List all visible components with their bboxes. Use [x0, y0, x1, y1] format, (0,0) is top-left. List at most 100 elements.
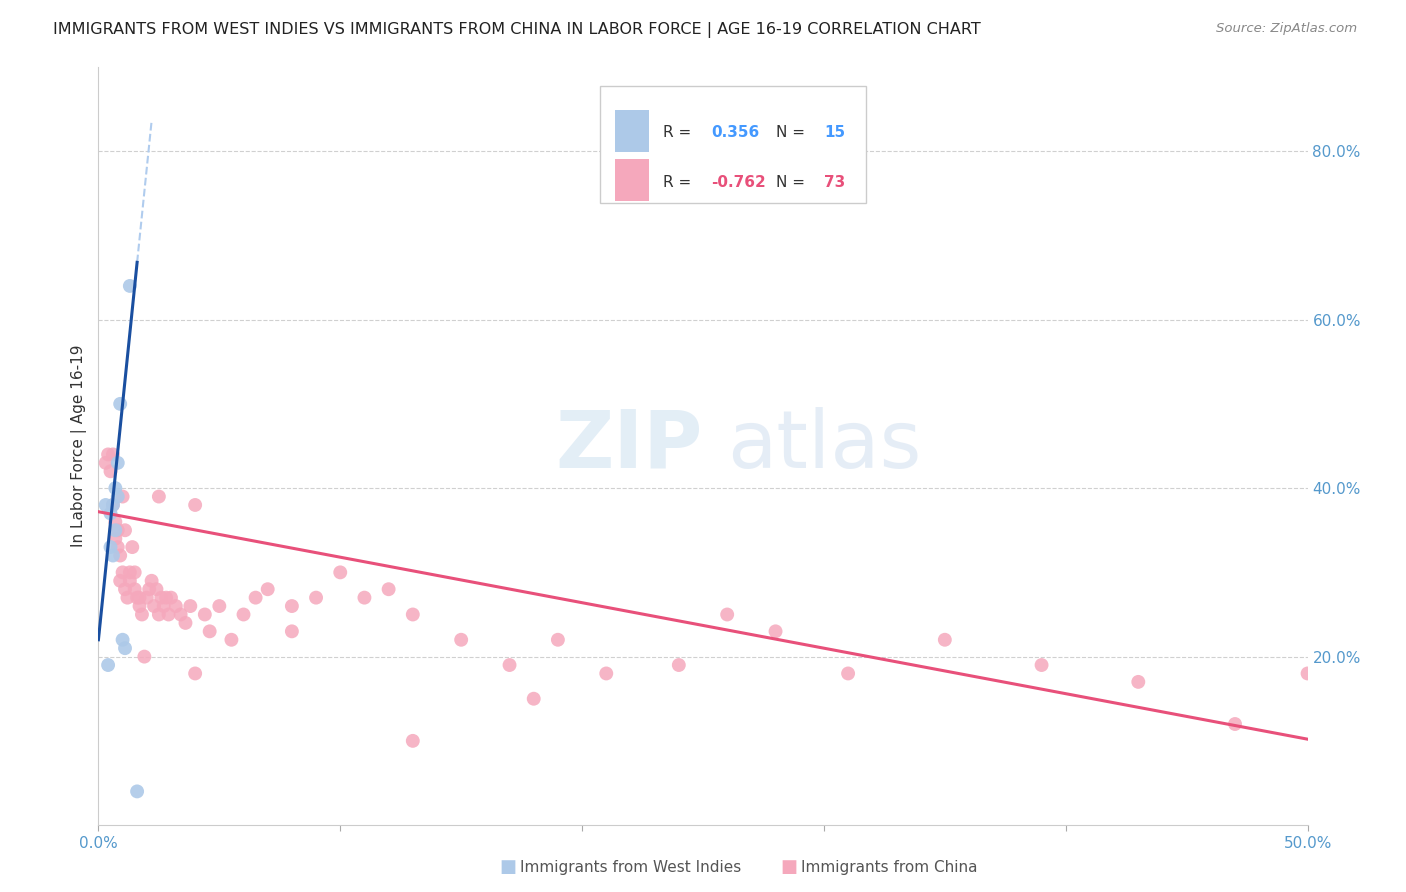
- Point: [118, 279, 141, 293]
- Point: [101, 498, 124, 512]
- Point: [148, 607, 170, 622]
- Text: R =: R =: [664, 126, 696, 140]
- Point: [150, 591, 173, 605]
- Point: [208, 599, 231, 613]
- Point: [837, 666, 859, 681]
- Point: [108, 549, 131, 563]
- Point: [377, 582, 399, 597]
- Text: Immigrants from West Indies: Immigrants from West Indies: [520, 860, 741, 874]
- Point: [155, 591, 177, 605]
- Point: [107, 523, 129, 537]
- Point: [143, 599, 166, 613]
- Point: [114, 523, 136, 537]
- Text: ZIP: ZIP: [555, 407, 703, 485]
- Text: atlas: atlas: [727, 407, 921, 485]
- Point: [104, 523, 127, 537]
- Point: [281, 599, 304, 613]
- Point: [169, 607, 191, 622]
- Point: [934, 632, 956, 647]
- Point: [127, 591, 149, 605]
- Text: 15: 15: [824, 126, 845, 140]
- Point: [128, 591, 150, 605]
- Point: [108, 397, 131, 411]
- Point: [101, 447, 124, 461]
- Point: [131, 607, 153, 622]
- Point: [107, 540, 129, 554]
- Point: [104, 481, 127, 495]
- Text: 73: 73: [824, 175, 845, 190]
- Point: [145, 582, 167, 597]
- Point: [184, 498, 207, 512]
- Text: 0.356: 0.356: [711, 126, 759, 140]
- Point: [121, 540, 143, 554]
- Point: [198, 624, 221, 639]
- Point: [97, 658, 120, 673]
- Point: [97, 447, 120, 461]
- Point: [134, 649, 156, 664]
- Point: [281, 624, 304, 639]
- Point: [353, 591, 375, 605]
- Point: [100, 507, 122, 521]
- Point: [108, 574, 131, 588]
- Bar: [614, 110, 648, 152]
- Point: [179, 599, 201, 613]
- Point: [111, 632, 134, 647]
- Text: N =: N =: [776, 126, 810, 140]
- Point: [107, 490, 129, 504]
- Point: [157, 607, 180, 622]
- Point: [104, 515, 127, 529]
- Point: [194, 607, 217, 622]
- Point: [184, 666, 207, 681]
- Point: [114, 582, 136, 597]
- Point: [107, 456, 129, 470]
- Point: [165, 599, 187, 613]
- Point: [232, 607, 254, 622]
- Point: [94, 498, 117, 512]
- Point: [148, 490, 170, 504]
- Point: [402, 734, 425, 748]
- Point: [329, 566, 352, 580]
- Point: [523, 691, 546, 706]
- Point: [1128, 674, 1150, 689]
- Point: [118, 574, 141, 588]
- Point: [100, 540, 122, 554]
- Point: [765, 624, 787, 639]
- Point: [124, 566, 146, 580]
- Point: [1223, 717, 1246, 731]
- Point: [118, 566, 141, 580]
- Point: [101, 498, 124, 512]
- Text: Immigrants from China: Immigrants from China: [801, 860, 979, 874]
- Point: [174, 615, 197, 630]
- Point: [138, 582, 160, 597]
- Point: [305, 591, 328, 605]
- Point: [1296, 666, 1319, 681]
- Bar: [614, 160, 648, 202]
- Point: [152, 599, 174, 613]
- Point: [111, 566, 134, 580]
- Point: [104, 532, 127, 546]
- Text: N =: N =: [776, 175, 810, 190]
- Text: ■: ■: [780, 858, 797, 876]
- Text: IMMIGRANTS FROM WEST INDIES VS IMMIGRANTS FROM CHINA IN LABOR FORCE | AGE 16-19 : IMMIGRANTS FROM WEST INDIES VS IMMIGRANT…: [53, 22, 981, 38]
- Point: [114, 641, 136, 656]
- Point: [117, 591, 139, 605]
- Text: R =: R =: [664, 175, 696, 190]
- FancyBboxPatch shape: [600, 86, 866, 203]
- Point: [245, 591, 267, 605]
- Point: [127, 784, 149, 798]
- Point: [595, 666, 617, 681]
- Point: [111, 490, 134, 504]
- Text: ■: ■: [499, 858, 516, 876]
- Point: [1031, 658, 1053, 673]
- Point: [135, 591, 157, 605]
- Text: -0.762: -0.762: [711, 175, 766, 190]
- Point: [94, 456, 117, 470]
- Point: [498, 658, 520, 673]
- Point: [101, 549, 124, 563]
- Point: [124, 582, 146, 597]
- Point: [141, 574, 163, 588]
- Point: [100, 464, 122, 478]
- Point: [221, 632, 243, 647]
- Point: [668, 658, 690, 673]
- Point: [256, 582, 278, 597]
